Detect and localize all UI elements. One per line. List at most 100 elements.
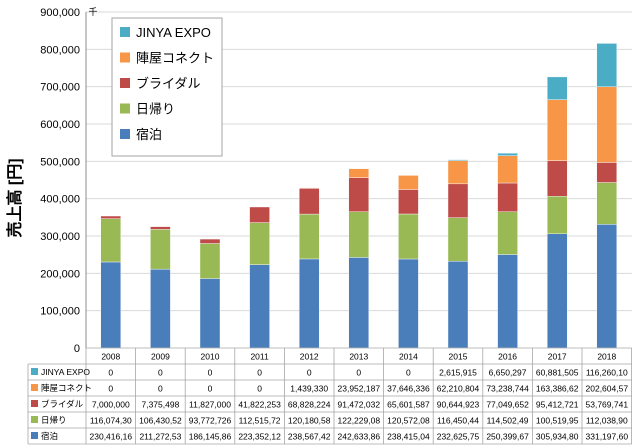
bar-segment	[398, 258, 419, 349]
bar-segment	[547, 76, 568, 100]
table-cell-value: 0	[158, 368, 163, 378]
bar-segment	[398, 189, 419, 215]
table-cell-value: 114,502,49	[487, 416, 529, 426]
y-tick-label: 500,000	[40, 156, 80, 168]
bar-segment	[596, 86, 617, 163]
bar-segment	[299, 187, 320, 189]
y-tick-label: 600,000	[40, 119, 80, 131]
table-cell-value: 90,644,923	[437, 400, 480, 410]
bar-segment	[497, 155, 518, 184]
x-category-label: 2009	[151, 352, 170, 362]
table-cell-value: 23,952,187	[338, 384, 381, 394]
table-cell-value: 211,272,53	[139, 432, 181, 442]
bar-segment	[299, 258, 320, 349]
table-series-swatch	[31, 384, 38, 391]
table-series-name: ブライダル	[41, 399, 84, 409]
bar-segment	[249, 222, 270, 265]
bar-segment	[596, 224, 617, 349]
x-category-label: 2017	[548, 352, 567, 362]
y-axis-title: 売上高 [円]	[5, 158, 24, 237]
table-cell-value: 331,197,60	[586, 432, 629, 442]
table-cell-value: 41,822,253	[238, 400, 281, 410]
table-cell-value: 116,450,44	[437, 416, 479, 426]
legend-swatch	[120, 129, 130, 139]
table-cell-value: 250,399,67	[486, 432, 529, 442]
bar-segment	[447, 183, 469, 218]
bar-segment	[447, 160, 469, 185]
x-category-label: 2016	[498, 352, 517, 362]
table-series-swatch	[31, 416, 38, 423]
legend-label: JINYA EXPO	[136, 25, 211, 40]
table-cell-value: 6,650,297	[489, 368, 527, 378]
bar-segment	[547, 233, 568, 349]
table-cell-value: 0	[406, 368, 411, 378]
bar-segment	[547, 160, 568, 197]
table-cell-value: 2,615,915	[439, 368, 477, 378]
table-cell-value: 0	[307, 368, 312, 378]
bar-segment	[398, 213, 419, 260]
table-series-name: JINYA EXPO	[41, 367, 90, 377]
bar-segment	[348, 211, 369, 258]
legend-label: 陣屋コネクト	[136, 51, 214, 66]
table-cell-value: 223,352,12	[238, 432, 281, 442]
bar-segment	[100, 261, 122, 349]
bar-segment	[299, 188, 320, 215]
y-tick-label: 400,000	[40, 194, 80, 206]
bar-segment	[497, 152, 518, 156]
table-cell-value: 0	[257, 368, 262, 378]
table-cell-value: 95,412,721	[536, 400, 579, 410]
y-tick-label: 700,000	[40, 82, 80, 94]
table-cell-value: 116,074,30	[90, 416, 132, 426]
bar-segment	[100, 215, 122, 219]
y-tick-label: 100,000	[40, 306, 80, 318]
table-cell-value: 73,238,744	[486, 384, 529, 394]
table-series-name: 宿泊	[41, 431, 58, 441]
legend-label: 日帰り	[136, 102, 175, 117]
bar-segment	[447, 159, 469, 161]
bar-segment	[348, 257, 369, 349]
table-cell-value: 238,567,42	[288, 432, 331, 442]
table-cell-value: 120,180,58	[288, 416, 331, 426]
table-cell-value: 93,772,726	[189, 416, 232, 426]
legend-swatch	[120, 52, 130, 63]
bar-segment	[199, 243, 221, 279]
bar-segment	[249, 264, 270, 349]
y-tick-label: 300,000	[40, 231, 80, 243]
table-cell-value: 65,601,587	[387, 400, 430, 410]
legend-box	[111, 17, 223, 157]
table-cell-value: 37,646,336	[387, 384, 430, 394]
table-series-name: 陣屋コネクト	[41, 383, 92, 393]
y-unit-label: 千	[88, 7, 97, 17]
bar-segment	[547, 99, 568, 161]
y-tick-label: 200,000	[40, 268, 80, 280]
table-cell-value: 11,827,000	[189, 400, 231, 410]
table-cell-value: 62,210,804	[437, 384, 480, 394]
bar-segment	[398, 175, 419, 190]
table-cell-value: 112,038,90	[586, 416, 628, 426]
bar-segment	[348, 168, 369, 178]
table-cell-value: 106,430,52	[139, 416, 182, 426]
x-category-label: 2012	[300, 352, 319, 362]
table-cell-value: 0	[356, 368, 361, 378]
table-cell-value: 91,472,032	[338, 400, 381, 410]
table-series-name: 日帰り	[41, 415, 67, 425]
table-cell-value: 305,934,80	[536, 432, 579, 442]
table-series-swatch	[31, 400, 38, 407]
table-cell-value: 0	[208, 368, 213, 378]
bar-segment	[199, 238, 221, 244]
y-tick-label: 900,000	[40, 7, 80, 19]
x-category-label: 2018	[597, 352, 616, 362]
legend-label: 宿泊	[136, 127, 162, 142]
table-cell-value: 60,881,505	[536, 368, 579, 378]
bar-segment	[497, 211, 518, 255]
x-category-label: 2014	[399, 352, 418, 362]
table-cell-value: 0	[208, 384, 213, 394]
table-cell-value: 0	[108, 384, 113, 394]
x-category-label: 2015	[449, 352, 468, 362]
table-cell-value: 0	[257, 384, 262, 394]
x-category-label: 2013	[349, 352, 368, 362]
table-series-swatch	[31, 432, 38, 439]
table-cell-value: 186,145,86	[189, 432, 232, 442]
